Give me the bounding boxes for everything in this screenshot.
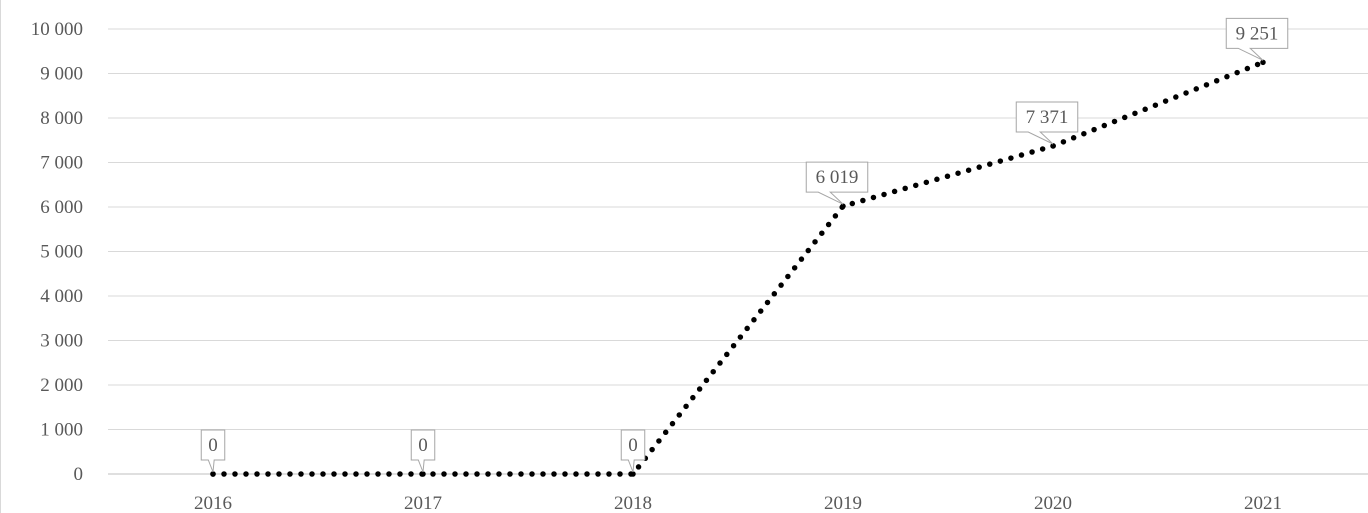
data-point [210, 471, 216, 477]
x-axis-tick-labels: 2016 2017 2018 2019 2020 2021 [194, 493, 1282, 513]
y-tick-label: 4 000 [40, 286, 83, 307]
x-tick-label: 2021 [1244, 493, 1282, 513]
y-tick-label: 10 000 [31, 19, 83, 40]
x-tick-label: 2016 [194, 493, 232, 513]
chart-frame-left-border [0, 0, 1, 513]
data-label-callout [620, 429, 646, 473]
data-label: 9 251 [1236, 23, 1279, 44]
data-label: 7 371 [1026, 107, 1069, 128]
y-tick-label: 9 000 [40, 64, 83, 85]
y-tick-label: 6 000 [40, 197, 83, 218]
y-tick-label: 0 [74, 464, 84, 485]
series-line [210, 59, 1266, 477]
data-label: 6 019 [816, 167, 859, 188]
data-label-callout [805, 161, 869, 205]
y-tick-label: 3 000 [40, 331, 83, 352]
y-tick-label: 2 000 [40, 375, 83, 396]
data-label-callout [200, 429, 226, 473]
gridlines [108, 28, 1368, 475]
y-tick-label: 7 000 [40, 153, 83, 174]
data-point [1050, 143, 1056, 149]
data-labels: 0 0 0 6 019 7 371 9 251 [200, 17, 1289, 473]
x-tick-label: 2020 [1034, 493, 1072, 513]
data-point [630, 471, 636, 477]
y-tick-label: 1 000 [40, 420, 83, 441]
series-line-path [210, 59, 1266, 477]
data-label: 0 [418, 435, 428, 456]
data-label-callout [1225, 17, 1289, 61]
data-point [1260, 59, 1266, 66]
data-label-callout [1015, 101, 1079, 145]
data-point [840, 203, 846, 209]
y-tick-label: 8 000 [40, 108, 83, 129]
y-tick-label: 5 000 [40, 242, 83, 263]
x-tick-label: 2018 [614, 493, 652, 513]
data-point [420, 471, 426, 477]
data-label-callout [410, 429, 436, 473]
data-label: 0 [628, 435, 638, 456]
x-tick-label: 2017 [404, 493, 442, 513]
y-axis-tick-labels: 0 1 000 2 000 3 000 4 000 5 000 6 000 7 000 8 00… [31, 19, 83, 485]
data-label: 0 [208, 435, 218, 456]
x-tick-label: 2019 [824, 493, 862, 513]
